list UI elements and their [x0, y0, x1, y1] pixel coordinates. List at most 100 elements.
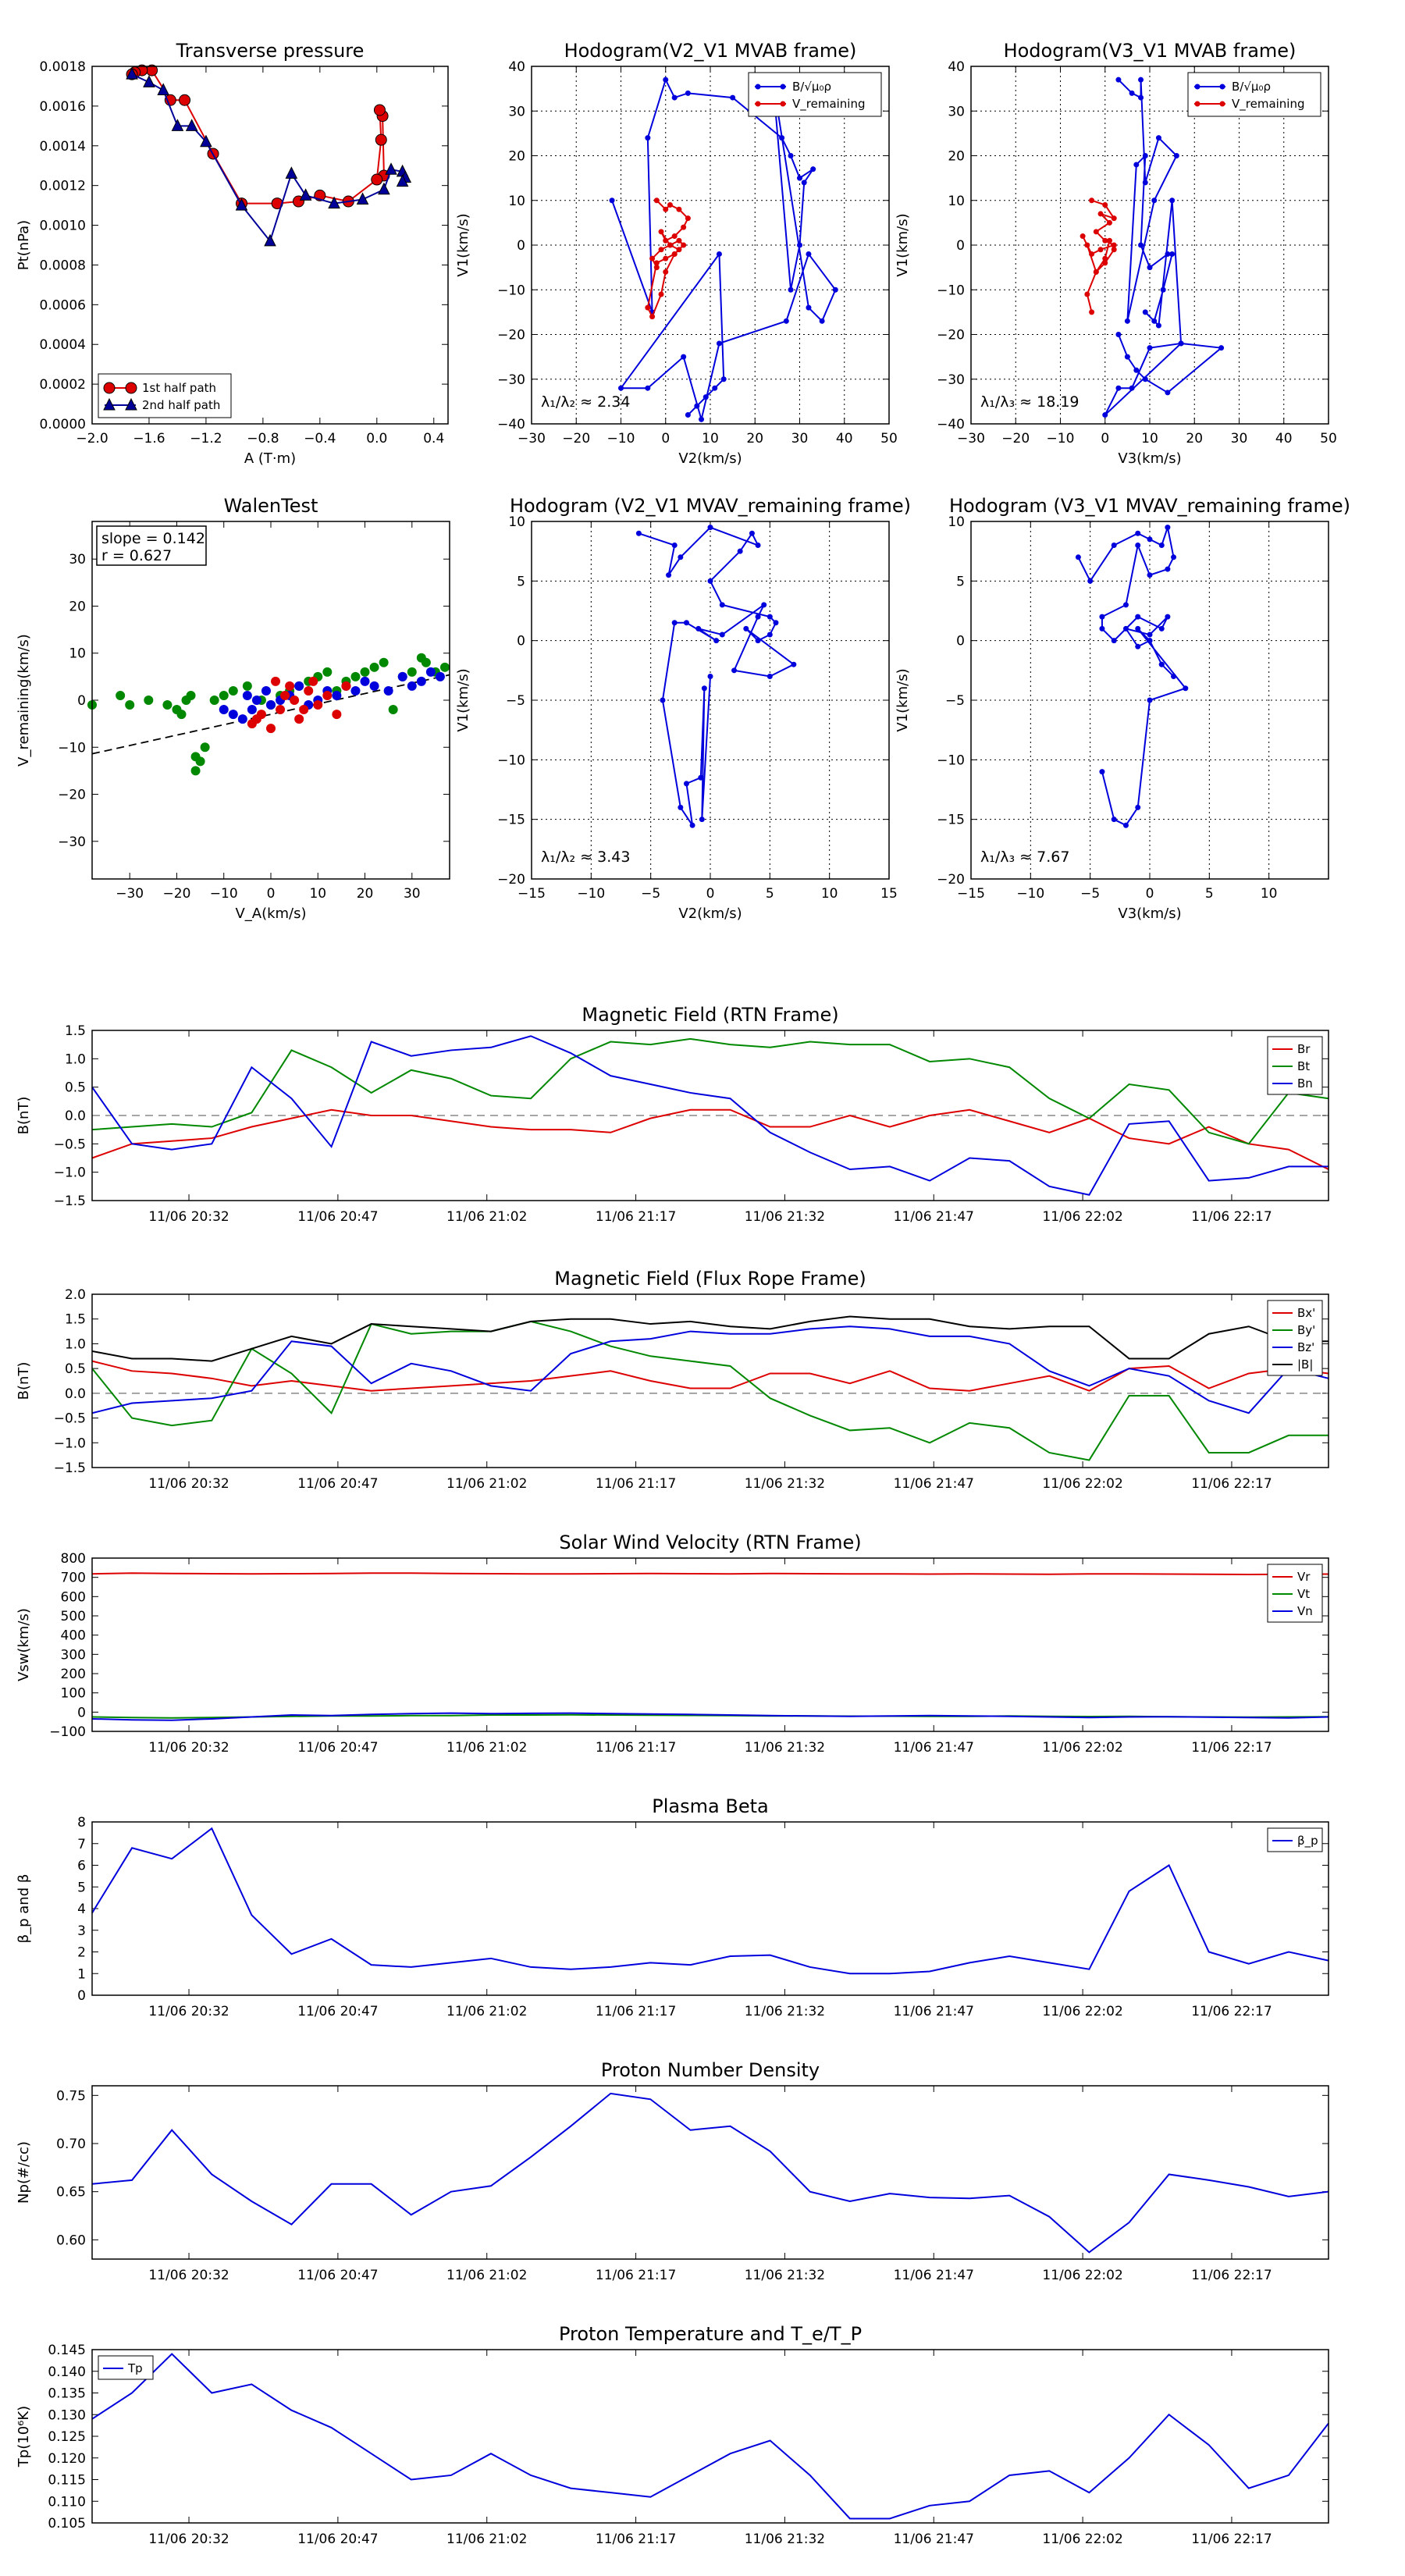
y-tick-label: 400 — [61, 1628, 86, 1644]
data-point — [681, 354, 687, 360]
data-point — [801, 180, 807, 186]
data-point — [653, 260, 660, 266]
data-point — [1158, 543, 1165, 549]
data-point — [1084, 242, 1090, 248]
x-tick-label: 10 — [309, 886, 326, 902]
x-tick-label: 11/06 22:17 — [1191, 1740, 1272, 1756]
x-tick-label: 20 — [746, 431, 763, 447]
x-tick-label: 11/06 21:47 — [894, 2004, 974, 2019]
y-tick-label: 40 — [948, 59, 965, 75]
data-point — [1147, 697, 1153, 703]
data-point — [332, 710, 342, 720]
data-point — [676, 237, 682, 244]
chart-magrtn: Magnetic Field (RTN Frame) −1.5 −1.0 −0.5 0.… — [16, 1004, 1329, 1225]
data-point — [1111, 543, 1117, 549]
legend-label: B/√μ₀ρ — [1232, 80, 1271, 94]
x-tick-label: 11/06 21:02 — [446, 1209, 527, 1225]
legend-marker — [125, 397, 137, 411]
y-tick-label: 0 — [77, 1988, 86, 2004]
x-tick-label: 11/06 21:17 — [596, 2004, 676, 2019]
series-line-3 — [91, 1315, 1329, 1362]
y-tick-label: −20 — [497, 872, 525, 888]
y-tick-label: −5 — [945, 693, 965, 709]
legend-marker — [1194, 101, 1200, 107]
chart-title: Magnetic Field (RTN Frame) — [582, 1004, 838, 1026]
data-point — [388, 705, 398, 715]
x-axis-label: V2(km/s) — [678, 906, 742, 922]
x-tick-label: 11/06 21:32 — [745, 1476, 825, 1492]
legend-box — [98, 373, 232, 418]
legend-label: V_remaining — [792, 97, 866, 112]
y-tick-label: 0.70 — [56, 2137, 86, 2152]
chart-hodo3: Hodogram (V2_V1 MVAV_remaining frame) −20… — [455, 495, 911, 922]
data-point — [1138, 94, 1144, 101]
legend-marker — [1194, 84, 1200, 90]
chart-title: Hodogram(V3_V1 MVAB frame) — [1004, 40, 1297, 62]
data-point — [235, 197, 248, 211]
legend-marker — [780, 101, 786, 107]
data-point — [190, 752, 201, 762]
data-point — [749, 530, 755, 536]
y-tick-label: 7 — [77, 1837, 86, 1852]
x-tick-label: 11/06 21:32 — [745, 2532, 825, 2547]
series-line — [1077, 524, 1187, 827]
y-tick-label: 0.120 — [48, 2451, 86, 2467]
chart-hodo2: Hodogram(V3_V1 MVAB frame)−40−30−20−1001… — [895, 40, 1337, 467]
data-point — [266, 724, 276, 734]
x-tick-label: 40 — [836, 431, 853, 447]
data-point — [407, 667, 417, 677]
data-point — [689, 822, 695, 828]
y-axis-label: V1(km/s) — [455, 668, 471, 731]
x-tick-label: 11/06 21:32 — [745, 1740, 825, 1756]
y-axis-label: V1(km/s) — [455, 213, 471, 276]
y-axis-label: V1(km/s) — [895, 668, 911, 731]
y-tick-label: −30 — [497, 372, 525, 388]
x-tick-label: −30 — [957, 431, 985, 447]
y-tick-label: 5 — [77, 1880, 86, 1895]
x-tick-label: −20 — [1001, 431, 1030, 447]
data-point — [1147, 572, 1153, 578]
chart-title: Transverse pressure — [176, 40, 365, 62]
y-tick-label: 0.0006 — [40, 297, 86, 313]
y-tick-label: 600 — [61, 1589, 86, 1605]
x-tick-label: −15 — [957, 886, 985, 902]
data-point — [1111, 247, 1117, 253]
y-tick-label: 20 — [508, 149, 525, 165]
data-point — [658, 229, 664, 235]
data-point — [755, 543, 761, 549]
legend-label: Bz' — [1297, 1340, 1314, 1354]
plot-frame — [91, 1557, 1329, 1732]
data-point — [356, 192, 369, 205]
y-tick-label: 2 — [77, 1945, 86, 1961]
data-point — [653, 265, 660, 271]
series-line-1 — [91, 1037, 1329, 1145]
data-point — [1115, 385, 1122, 391]
series-line-0 — [91, 2092, 1329, 2254]
x-tick-label: 11/06 22:02 — [1042, 2532, 1122, 2547]
data-point — [280, 690, 290, 700]
x-tick-label: 11/06 22:17 — [1191, 1209, 1272, 1225]
y-tick-label: 20 — [948, 149, 965, 165]
data-point — [294, 681, 304, 691]
data-point — [699, 416, 705, 422]
x-tick-label: −10 — [210, 886, 238, 902]
y-tick-label: 8 — [77, 1815, 86, 1831]
data-point — [663, 269, 669, 275]
data-point — [341, 681, 351, 691]
x-tick-label: −15 — [518, 886, 546, 902]
data-point — [783, 318, 789, 324]
y-tick-label: 0 — [956, 634, 965, 649]
x-tick-label: 11/06 20:47 — [297, 2532, 378, 2547]
legend-label: V_remaining — [1232, 97, 1305, 112]
data-point — [712, 385, 718, 391]
data-point — [743, 625, 749, 632]
data-point — [1142, 376, 1148, 382]
x-tick-label: 0.4 — [423, 431, 444, 447]
y-tick-label: 0.65 — [56, 2185, 86, 2201]
plot-frame — [91, 1293, 1329, 1468]
data-point — [1089, 309, 1095, 315]
legend-marker — [125, 382, 137, 394]
x-axis-label: V_A(km/s) — [235, 906, 306, 922]
data-point — [1124, 318, 1130, 324]
x-tick-label: 11/06 20:32 — [148, 2268, 229, 2283]
